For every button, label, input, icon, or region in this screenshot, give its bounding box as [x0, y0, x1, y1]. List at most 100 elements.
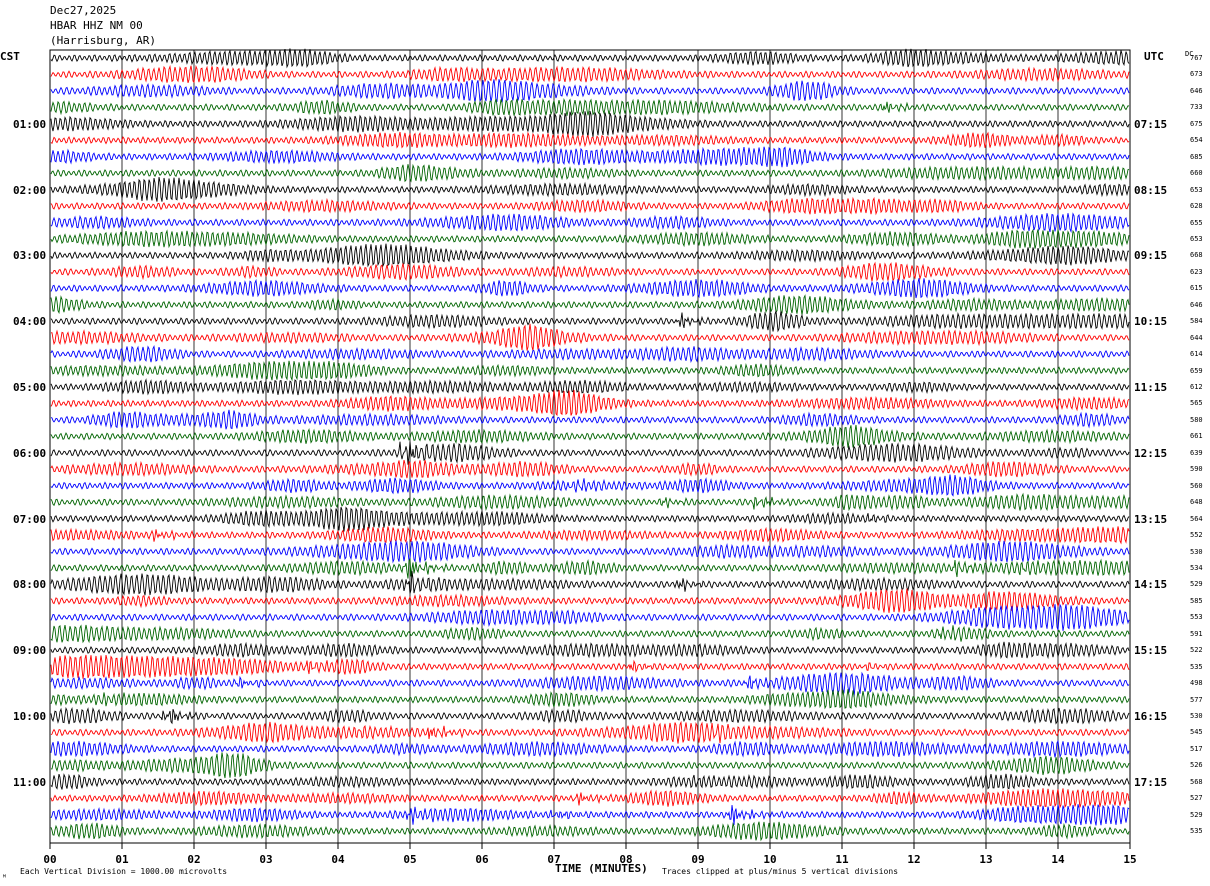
corner-mark: ᴹ	[2, 873, 7, 882]
left-time-label: 07:00	[13, 512, 47, 526]
clip-note: Traces clipped at plus/minus 5 vertical …	[662, 867, 899, 876]
right-time-label: 11:15	[1134, 381, 1168, 394]
trace-row-20	[50, 378, 1130, 396]
left-time-label: 05:00	[13, 381, 47, 394]
dc-offset-label: 659	[1190, 366, 1203, 375]
dc-offset-label: 639	[1190, 448, 1203, 457]
trace-row-8	[50, 177, 1130, 202]
dc-column-title: DC	[1185, 50, 1194, 58]
dc-offset-label: 661	[1190, 432, 1203, 441]
trace-row-26	[50, 474, 1130, 497]
header-location: (Harrisburg, AR)	[50, 34, 156, 47]
trace-row-1	[50, 64, 1130, 84]
xtick-label-00: 00	[43, 853, 57, 866]
xtick-label-15: 15	[1123, 853, 1137, 866]
right-axis-title: UTC	[1144, 50, 1164, 63]
dc-offset-label: 568	[1190, 777, 1203, 786]
dc-offset-label: 685	[1190, 152, 1203, 161]
trace-row-30	[50, 540, 1130, 564]
dc-offset-label: 584	[1190, 317, 1203, 326]
trace-row-7	[50, 163, 1130, 183]
dc-offset-label: 590	[1190, 465, 1203, 474]
right-time-label: 10:15	[1134, 315, 1168, 329]
dc-offset-label: 644	[1190, 333, 1203, 342]
dc-offset-label: 733	[1190, 103, 1203, 112]
left-axis-title: CST	[0, 50, 20, 63]
trace-row-47	[50, 821, 1130, 842]
left-time-label: 01:00	[13, 117, 47, 131]
xtick-label-07: 07	[547, 853, 561, 866]
xtick-label-01: 01	[115, 853, 129, 866]
dc-offset-label: 653	[1190, 185, 1203, 194]
trace-row-5	[50, 131, 1130, 149]
dc-offset-label: 673	[1190, 70, 1203, 79]
dc-offset-label: 526	[1190, 761, 1203, 770]
dc-offset-label: 565	[1190, 399, 1203, 408]
xtick-label-12: 12	[907, 853, 921, 866]
trace-row-13	[50, 261, 1130, 283]
right-time-label: 16:15	[1134, 710, 1168, 723]
trace-row-45	[50, 788, 1130, 809]
dc-offset-label: 591	[1190, 629, 1203, 638]
trace-row-35	[50, 624, 1130, 644]
xtick-label-02: 02	[187, 853, 201, 866]
dc-offset-label: 585	[1190, 596, 1203, 605]
dc-offset-label: 530	[1190, 547, 1203, 556]
dc-offset-label: 545	[1190, 728, 1203, 737]
dc-offset-label: 580	[1190, 415, 1203, 424]
header-date: Dec27,2025	[50, 4, 117, 17]
left-time-label: 08:00	[13, 578, 47, 592]
dc-offset-label: 655	[1190, 218, 1203, 227]
right-time-label: 14:15	[1134, 578, 1168, 592]
dc-offset-label: 577	[1190, 695, 1203, 704]
trace-row-18	[50, 345, 1130, 364]
trace-row-29	[50, 526, 1130, 545]
trace-row-25	[50, 459, 1130, 479]
dc-offset-label: 668	[1190, 251, 1203, 260]
trace-row-34	[50, 603, 1130, 631]
trace-row-22	[50, 409, 1130, 430]
trace-row-16	[50, 310, 1130, 333]
dc-offset-label: 628	[1190, 202, 1203, 211]
trace-row-42	[50, 739, 1130, 759]
plot-frame	[49, 49, 1131, 844]
xtick-label-14: 14	[1051, 853, 1065, 866]
right-time-label: 15:15	[1134, 644, 1168, 658]
trace-row-27	[50, 492, 1130, 512]
trace-row-23	[50, 424, 1130, 448]
xtick-label-04: 04	[331, 853, 345, 866]
header-station: HBAR HHZ NM 00	[50, 19, 143, 32]
xtick-label-11: 11	[835, 853, 849, 866]
dc-offset-label: 529	[1190, 810, 1203, 819]
right-time-label: 12:15	[1134, 446, 1168, 460]
trace-row-14	[50, 278, 1130, 299]
dc-offset-label: 535	[1190, 827, 1203, 836]
dc-offset-label: 615	[1190, 284, 1203, 293]
trace-row-9	[50, 196, 1130, 216]
right-time-label: 07:15	[1134, 117, 1168, 131]
xtick-label-06: 06	[475, 853, 489, 866]
scale-note: Each Vertical Division = 1000.00 microvo…	[20, 867, 228, 876]
xtick-label-05: 05	[403, 853, 417, 866]
left-time-label: 11:00	[13, 775, 47, 789]
dc-offset-label: 517	[1190, 744, 1203, 753]
xtick-label-10: 10	[763, 853, 777, 866]
dc-offset-label: 552	[1190, 531, 1203, 540]
right-time-label: 13:15	[1134, 512, 1168, 526]
left-time-label: 10:00	[13, 710, 47, 723]
dc-offset-label: 560	[1190, 481, 1203, 490]
left-time-label: 09:00	[13, 644, 47, 658]
xtick-label-09: 09	[691, 853, 705, 866]
trace-row-32	[50, 571, 1130, 596]
dc-offset-label: 527	[1190, 794, 1203, 803]
left-time-label: 03:00	[13, 249, 47, 263]
trace-row-15	[50, 294, 1130, 315]
trace-row-2	[50, 79, 1130, 103]
trace-row-4	[50, 110, 1130, 138]
right-time-label: 09:15	[1134, 249, 1168, 263]
dc-offset-label: 623	[1190, 267, 1203, 276]
trace-row-31	[50, 558, 1130, 579]
trace-row-6	[50, 146, 1130, 168]
xtick-label-08: 08	[619, 853, 633, 866]
